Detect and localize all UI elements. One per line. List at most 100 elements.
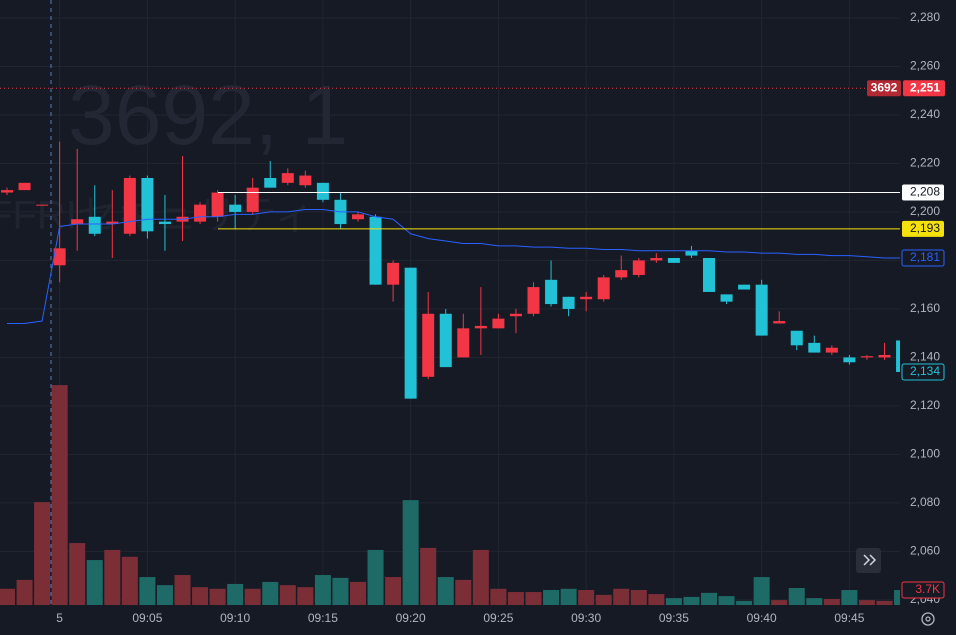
candle-body <box>825 347 838 353</box>
volume-bar <box>0 588 15 605</box>
volume-bar <box>402 500 419 605</box>
volume-bar <box>543 590 560 605</box>
volume-bar <box>16 579 33 605</box>
x-tick-label: 09:20 <box>396 611 426 625</box>
volume-bar <box>332 577 349 605</box>
y-tick-label: 2,060 <box>910 544 940 558</box>
scroll-button[interactable] <box>856 548 881 573</box>
volume-bar <box>34 502 51 605</box>
candle-body <box>1 190 13 193</box>
watermark: 3692, 1 <box>68 68 348 162</box>
y-tick-label: 2,280 <box>910 10 940 24</box>
candle-body <box>246 187 259 212</box>
volume-bar <box>823 598 840 605</box>
volume-bar <box>227 583 244 605</box>
volume-bar <box>262 581 279 605</box>
volume-bar <box>595 594 612 605</box>
candle-body <box>229 204 242 212</box>
candle-body <box>685 250 698 256</box>
volume-bar <box>104 549 121 605</box>
volume-bar <box>771 600 788 605</box>
candle-body <box>299 175 312 186</box>
candle-body <box>158 221 171 225</box>
price-line-label-bg <box>902 184 944 201</box>
x-tick-label: 09:25 <box>483 611 513 625</box>
volume-bar <box>648 594 665 605</box>
volume-bar <box>209 588 226 605</box>
candle-body <box>18 182 31 191</box>
volume-bar <box>472 549 489 605</box>
candle-body <box>615 270 628 278</box>
alert-label-bg <box>903 80 945 97</box>
price-line-label: 2,208 <box>910 185 940 199</box>
candle-body <box>352 214 364 220</box>
settings-icon-center <box>925 616 931 622</box>
candle-body <box>808 342 821 353</box>
last-price-bg <box>901 363 945 381</box>
volume-bar <box>490 588 507 605</box>
x-tick-label: 5 <box>56 611 63 625</box>
candle-body <box>53 248 66 266</box>
volume-label-bg <box>901 581 945 599</box>
alert-name-bg <box>867 80 901 97</box>
alert-label: 2,251 <box>910 80 940 94</box>
last-price-label: 2,134 <box>910 364 940 378</box>
candle-body <box>211 192 224 217</box>
settings-icon[interactable] <box>921 612 935 626</box>
candle-body <box>509 313 522 317</box>
volume-bar <box>350 581 366 605</box>
candle-body <box>106 221 119 225</box>
ma-label: 2,181 <box>910 250 940 264</box>
x-tick-label: 09:30 <box>571 611 601 625</box>
settings-button[interactable] <box>921 612 935 626</box>
volume-bar <box>139 577 156 605</box>
y-tick-label: 2,120 <box>910 398 940 412</box>
candle-body <box>720 294 733 302</box>
volume-bar <box>788 587 805 605</box>
volume-bar <box>314 575 331 605</box>
price-line-label-bg <box>902 220 944 237</box>
y-tick-label: 2,260 <box>910 59 940 73</box>
volume-bar <box>665 598 682 605</box>
volume-bar <box>507 592 524 605</box>
candle-body <box>404 267 417 399</box>
volume-bar <box>736 600 753 605</box>
candle-body <box>422 313 435 377</box>
candle-body <box>773 321 786 324</box>
candle-body <box>527 287 540 314</box>
candle-body <box>194 204 207 222</box>
volume-bar <box>420 547 437 605</box>
volume-bar <box>806 598 823 605</box>
candle-body <box>738 284 751 290</box>
volume-bar <box>156 585 173 605</box>
candle-body <box>264 177 277 188</box>
y-tick-label: 2,160 <box>910 301 940 315</box>
ma-line <box>7 209 903 324</box>
candle-body <box>580 296 593 300</box>
x-tick-label: 09:40 <box>747 611 777 625</box>
y-tick-label: 2,100 <box>910 447 940 461</box>
candle-body <box>878 354 891 358</box>
candle-body <box>141 177 154 232</box>
x-tick-label: 09:45 <box>834 611 864 625</box>
volume-bar <box>367 549 384 605</box>
volume-bar <box>69 543 86 605</box>
candle-body <box>387 262 400 285</box>
alert-name: 3692 <box>871 80 898 94</box>
volume-bar <box>718 596 735 605</box>
candle-body <box>123 177 136 234</box>
y-tick-label: 2,240 <box>910 107 940 121</box>
volume-pane <box>0 385 911 605</box>
volume-bar <box>525 592 542 605</box>
candle-body <box>369 216 382 285</box>
x-tick-label: 09:35 <box>659 611 689 625</box>
volume-bar <box>858 600 875 605</box>
candle-body <box>457 328 470 358</box>
volume-bar <box>279 585 296 605</box>
candle-body <box>632 260 645 275</box>
candle-body <box>703 258 715 292</box>
candle-body <box>281 173 294 183</box>
volume-bar <box>297 587 314 605</box>
